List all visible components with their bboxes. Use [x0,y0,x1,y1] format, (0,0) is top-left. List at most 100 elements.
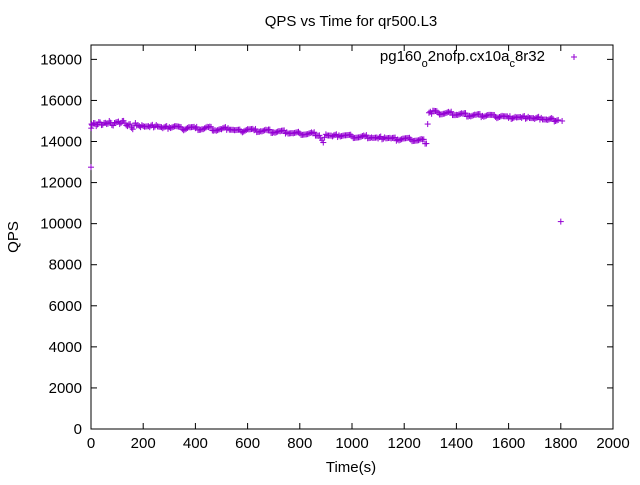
data-point-fill-26-3 [163,123,170,130]
data-point-fill-12-1 [112,119,119,126]
data-point-fill-87-3 [522,115,529,122]
data-point-fill-85-2 [508,115,515,122]
data-point-95 [557,218,564,225]
data-point-fill-81-3 [483,112,490,119]
data-point-fill-34-1 [213,127,220,134]
data-point-fill-40-1 [252,125,259,132]
data-point-fill-43-3 [274,128,281,135]
data-point-fill-75-2 [442,110,449,117]
data-point-fill-32-2 [201,125,208,132]
data-point-fill-78-2 [462,110,469,117]
data-point-fill-75-3 [444,109,451,116]
data-point-fill-91-3 [548,115,555,122]
data-point-fill-66-1 [415,137,422,144]
data-point-fill-82-4 [491,111,498,118]
y-tick-label-9: 18000 [40,51,82,68]
data-point-fill-50-2 [318,137,325,144]
data-point-fill-34-4 [217,126,224,133]
data-point-fill-58-1 [363,132,370,139]
chart-title: QPS vs Time for qr500.L3 [265,13,438,30]
x-tick-label-0: 0 [87,435,95,452]
data-point-fill-38-4 [243,126,250,133]
data-point-fill-91-1 [546,116,553,123]
data-point-fill-63-3 [398,136,405,143]
data-point-fill-77-2 [456,111,463,118]
y-tick-label-4: 8000 [49,257,82,274]
x-tick-label-3: 600 [235,435,260,452]
data-point-fill-17-1 [125,121,132,128]
data-point-fill-53-1 [330,132,337,139]
x-tick-label-5: 1000 [335,435,368,452]
data-point-19 [129,126,136,133]
data-point-fill-77-3 [457,110,464,117]
y-tick-label-6: 12000 [40,175,82,192]
legend-label-subscript-2: c [509,58,515,70]
data-point-fill-77-1 [454,111,461,118]
data-point-fill-67-2 [422,140,429,147]
x-tick-label-4: 800 [287,435,312,452]
legend-label-part-2: 2nofp.cx10a [428,48,510,65]
x-tick-label-8: 1600 [492,435,525,452]
data-point-fill-15-1 [120,117,127,124]
data-point-fill-53-4 [334,134,341,141]
data-point-fill-46-4 [295,128,302,135]
legend-label: pg160o2nofp.cx10ac8r32 [380,48,545,70]
data-point-fill-80-3 [476,110,483,117]
data-point-fill-44-3 [281,127,288,134]
data-point-fill-81-2 [482,113,489,120]
data-point-fill-79-1 [467,113,474,120]
data-point-fill-63-2 [397,136,404,143]
data-point-fill-83-3 [496,113,503,120]
data-point-fill-9-1 [104,120,111,127]
x-tick-label-1: 200 [131,435,156,452]
legend-label-subscript-1: o [422,58,428,70]
x-tick-label-6: 1200 [388,435,421,452]
legend-label-part-3: 8r32 [515,48,545,65]
data-point-fill-92-1 [551,118,558,125]
data-point-fill-57-2 [358,133,365,140]
data-point-fill-27-2 [168,124,175,131]
data-point-fill-31-1 [193,123,200,130]
data-point-fill-35-3 [222,124,229,131]
data-point-fill-8-1 [102,119,109,126]
y-axis-label: QPS [5,221,22,253]
y-tick-label-1: 2000 [49,380,82,397]
data-point-fill-63-1 [395,137,402,144]
data-point-fill-73-3 [433,108,440,115]
data-point-fill-21-1 [136,123,143,130]
data-point-fill-62-3 [392,134,399,141]
data-point-fill-11-1 [110,122,117,129]
data-point-fill-43-2 [273,129,280,136]
data-point-69 [424,121,431,128]
x-tick-label-9: 1800 [544,435,577,452]
data-point-14 [116,121,123,128]
data-point-fill-83-2 [495,114,502,121]
legend-marker [571,54,577,60]
data-point-70 [425,109,432,116]
y-tick-label-0: 0 [74,421,82,438]
data-point-fill-91-2 [547,115,554,122]
data-point-fill-57-1 [356,134,363,141]
data-point-fill-48-2 [305,130,312,137]
data-point-fill-29-4 [184,124,191,131]
data-point-fill-26-4 [164,125,171,132]
data-point-fill-41-3 [261,127,268,134]
data-point-0 [88,164,94,171]
data-point-fill-89-3 [535,113,542,120]
data-point-fill-16-1 [123,122,130,129]
data-point-fill-79-3 [470,112,477,119]
data-point-96 [559,117,566,124]
data-points [88,107,566,225]
data-point-fill-26-1 [161,124,168,131]
data-point-fill-24-3 [150,124,157,131]
data-point-52 [322,131,329,138]
data-point-fill-85-3 [509,115,516,122]
y-tick-label-3: 6000 [49,298,82,315]
x-tick-label-10: 2000 [596,435,629,452]
data-point-fill-13-1 [115,118,122,125]
data-point-fill-41-1 [258,128,265,135]
data-point-fill-43-1 [272,129,279,136]
data-point-fill-57-3 [359,133,366,140]
data-point-fill-60-3 [379,136,386,143]
legend-label-part-1: pg160 [380,48,422,65]
